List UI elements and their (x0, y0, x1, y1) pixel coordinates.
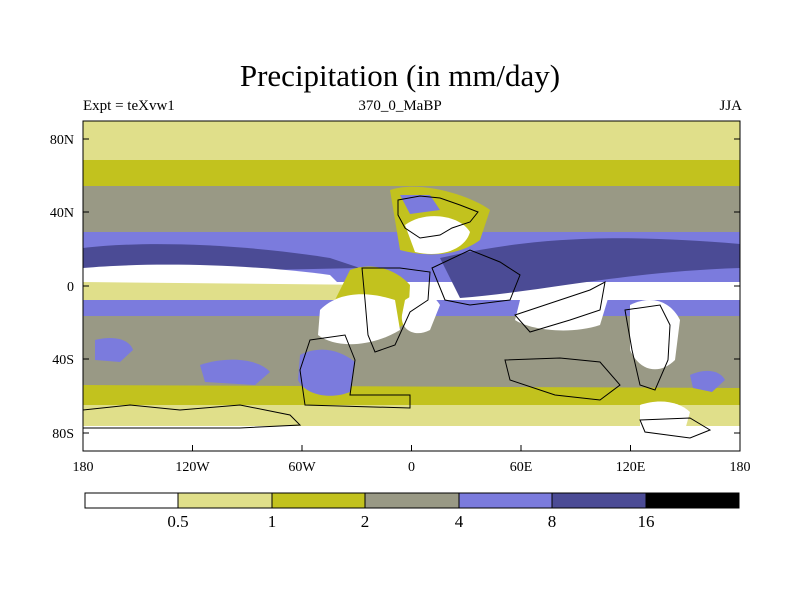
colorbar-label: 2 (361, 512, 370, 531)
band-itcz-east (440, 238, 740, 298)
colorbar-swatch (177, 492, 273, 509)
colorbar-labels: 0.5 1 2 4 8 16 (167, 512, 654, 531)
coastlines (83, 195, 712, 439)
lon-tick-label: 0 (408, 460, 415, 475)
lon-tick-label: 120W (175, 460, 210, 475)
lon-tick-label: 180 (730, 460, 751, 475)
colorbar-swatch (84, 492, 179, 509)
coast-africa (431, 249, 521, 306)
lat-tick-label: 0 (67, 280, 74, 295)
lon-tick-label: 60W (288, 460, 316, 475)
region-south-pacific-wet (200, 359, 270, 385)
lat-tick-label: 40S (52, 353, 74, 368)
colorbar-label: 1 (268, 512, 277, 531)
colorbar-swatch (458, 492, 553, 509)
region-antarctic-dry (640, 401, 690, 430)
coast-antarctic-west (299, 334, 411, 409)
colorbar-label: 4 (455, 512, 464, 531)
band-south-olive (83, 385, 740, 410)
region-europe-wet (400, 195, 440, 214)
colorbar-swatch (271, 492, 366, 509)
coast-southern-ocean (504, 357, 621, 401)
lon-tick-label: 180 (73, 460, 94, 475)
coast-australia (624, 304, 671, 391)
coast-south-america (361, 267, 431, 353)
coast-east-polar (639, 417, 712, 439)
region-south-wet-west (298, 349, 355, 396)
band-dry-equator-west (83, 264, 340, 288)
region-south-america-dry (318, 294, 400, 345)
band-equator-yellow (83, 282, 380, 305)
season-label: JJA (719, 98, 742, 114)
colorbar (84, 492, 740, 509)
colorbar-label: 8 (548, 512, 557, 531)
region-africa-dry (401, 293, 440, 334)
lon-tick-label: 120E (616, 460, 646, 475)
region-pacific-wet (95, 338, 133, 362)
lat-tick-label: 80S (52, 427, 74, 442)
region-asia-dry (515, 286, 610, 331)
coast-south-polar (83, 404, 302, 429)
colorbar-swatch (551, 492, 647, 509)
coast-asia (514, 281, 606, 333)
experiment-label: Expt = teXvw1 (83, 98, 175, 114)
colorbar-label: 0.5 (167, 512, 188, 531)
lat-tick-labels: 80N 40N 0 40S 80S (50, 133, 74, 442)
lat-tick-label: 40N (50, 206, 74, 221)
lat-tick-label: 80N (50, 133, 74, 148)
colorbar-swatch (364, 492, 460, 509)
plot-title: Precipitation (in mm/day) (239, 58, 561, 93)
lon-tick-labels: 180 120W 60W 0 60E 120E 180 (73, 460, 751, 475)
region-east-wet (690, 370, 725, 392)
band-south-yellow (83, 405, 740, 430)
colorbar-label: 16 (638, 512, 655, 531)
map-field (83, 121, 740, 451)
colorbar-swatch (645, 492, 740, 509)
lon-tick-marks (82, 445, 741, 451)
lat-tick-marks (83, 138, 740, 434)
band-north-mid (83, 160, 740, 190)
coast-europe (397, 195, 479, 239)
region-australia-dry (630, 300, 680, 370)
time-slice-label: 370_0_MaBP (358, 98, 442, 114)
lon-tick-label: 60E (510, 460, 533, 475)
